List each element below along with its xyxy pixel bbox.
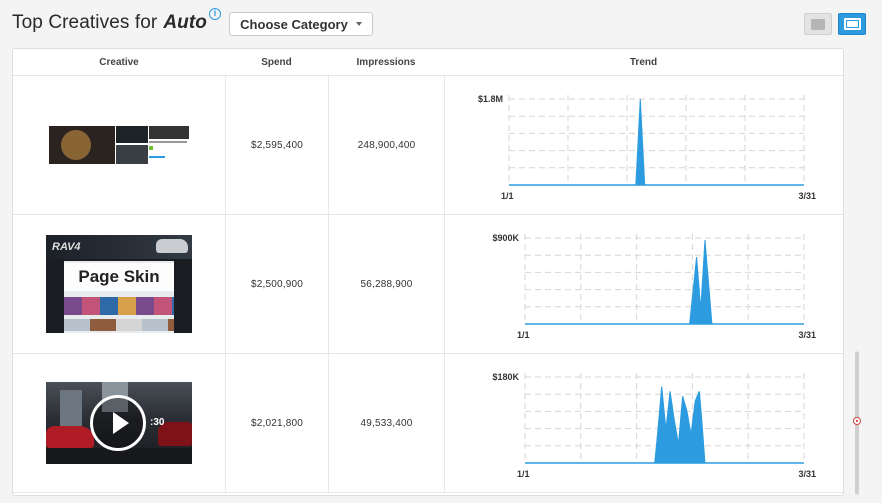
trend-cell: $180K 1/1 3/31 bbox=[444, 354, 843, 492]
trend-ymax-label: $180K bbox=[492, 372, 519, 382]
trend-area bbox=[525, 386, 804, 463]
trend-cell: $1.8M 1/1 3/31 bbox=[444, 76, 843, 214]
creative-thumbnail-video[interactable]: :30 bbox=[46, 382, 192, 464]
impressions-value: 49,533,400 bbox=[328, 354, 444, 492]
column-header-creative[interactable]: Creative bbox=[99, 56, 139, 68]
trend-xend-label: 3/31 bbox=[798, 330, 816, 340]
spend-value: $2,021,800 bbox=[225, 354, 328, 492]
table-row[interactable]: $2,595,400 248,900,400 $1.8M 1/1 3/31 bbox=[13, 76, 843, 215]
page-skin-label: Page Skin bbox=[64, 263, 174, 291]
list-view-button[interactable] bbox=[804, 13, 832, 35]
column-header-spend[interactable]: Spend bbox=[261, 56, 292, 68]
chevron-down-icon bbox=[355, 22, 362, 26]
video-duration: :30 bbox=[150, 417, 165, 428]
creative-thumbnail-page-skin[interactable]: RAV4 Page Skin bbox=[46, 235, 192, 333]
trend-xend-label: 3/31 bbox=[798, 469, 816, 479]
trend-xstart-label: 1/1 bbox=[501, 191, 514, 201]
grid-view-icon bbox=[843, 18, 861, 30]
trend-xstart-label: 1/1 bbox=[517, 469, 530, 479]
trend-xstart-label: 1/1 bbox=[517, 330, 530, 340]
choose-category-label: Choose Category bbox=[240, 16, 348, 32]
page-title-text: Top Creatives for bbox=[12, 12, 158, 33]
column-header-trend[interactable]: Trend bbox=[629, 56, 658, 68]
trend-area bbox=[525, 239, 804, 324]
trend-chart[interactable]: $900K 1/1 3/31 bbox=[445, 215, 843, 354]
info-icon[interactable]: i bbox=[209, 8, 221, 20]
list-view-icon bbox=[811, 18, 825, 30]
trend-ymax-label: $900K bbox=[492, 233, 519, 243]
trend-cell: $900K 1/1 3/31 bbox=[444, 215, 843, 353]
scroll-indicator-dot bbox=[853, 417, 861, 425]
creative-brand: RAV4 bbox=[52, 241, 81, 253]
column-header-impressions[interactable]: Impressions bbox=[356, 56, 416, 68]
spend-value: $2,500,900 bbox=[225, 215, 328, 353]
spend-value: $2,595,400 bbox=[225, 76, 328, 214]
creatives-table: Creative Spend Impressions Trend $2,595,… bbox=[12, 48, 844, 496]
page-title: Top Creatives for Auto bbox=[12, 12, 207, 34]
play-icon[interactable] bbox=[90, 395, 146, 451]
impressions-value: 248,900,400 bbox=[328, 76, 444, 214]
creative-cell[interactable]: RAV4 Page Skin bbox=[13, 215, 225, 353]
table-header: Creative Spend Impressions Trend bbox=[13, 49, 843, 76]
table-row[interactable]: RAV4 Page Skin $2,500,900 56,288,900 $90… bbox=[13, 215, 843, 354]
page-header: Top Creatives for Auto i bbox=[12, 8, 221, 38]
trend-chart[interactable]: $1.8M 1/1 3/31 bbox=[445, 76, 843, 215]
table-row[interactable]: :30 $2,021,800 49,533,400 $180K 1/1 3/31 bbox=[13, 354, 843, 493]
creative-thumbnail-display[interactable] bbox=[49, 126, 189, 164]
creative-cell[interactable]: :30 bbox=[13, 354, 225, 492]
trend-ymax-label: $1.8M bbox=[478, 94, 503, 104]
creative-cell[interactable] bbox=[13, 76, 225, 214]
trend-chart[interactable]: $180K 1/1 3/31 bbox=[445, 354, 843, 493]
category-name: Auto bbox=[163, 12, 207, 33]
choose-category-button[interactable]: Choose Category bbox=[229, 12, 373, 36]
impressions-value: 56,288,900 bbox=[328, 215, 444, 353]
grid-view-button[interactable] bbox=[838, 13, 866, 35]
view-toggle bbox=[804, 13, 866, 35]
trend-area bbox=[509, 98, 804, 185]
trend-xend-label: 3/31 bbox=[798, 191, 816, 201]
